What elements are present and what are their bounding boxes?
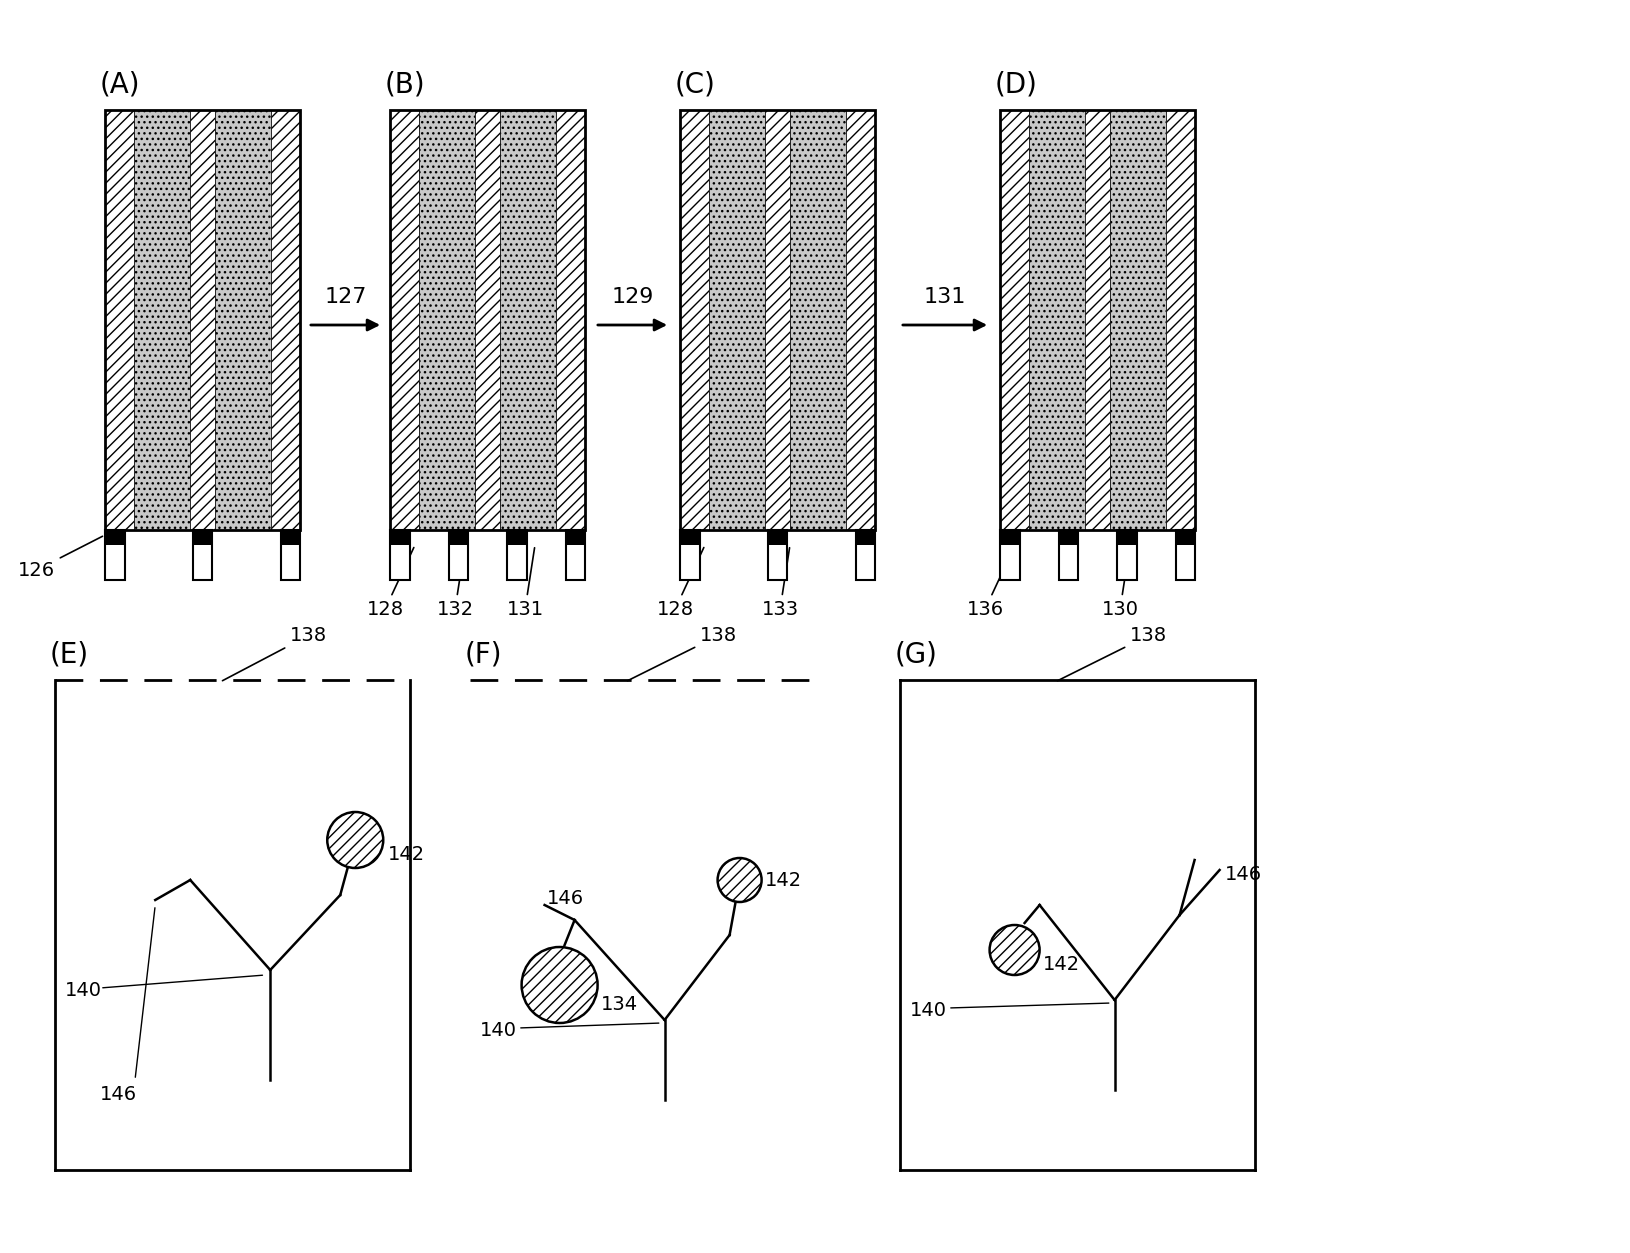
Circle shape: [989, 925, 1040, 975]
Circle shape: [328, 812, 383, 868]
Text: 134: 134: [600, 995, 637, 1015]
Bar: [566, 530, 585, 545]
Bar: [507, 530, 526, 580]
Text: 146: 146: [99, 1085, 137, 1104]
Text: 142: 142: [388, 846, 425, 865]
Circle shape: [522, 947, 598, 1022]
Bar: [448, 530, 468, 545]
Bar: [1175, 530, 1195, 580]
Text: 140: 140: [65, 981, 103, 1000]
Bar: [1117, 530, 1136, 545]
Bar: [215, 110, 271, 530]
Text: (A): (A): [99, 70, 140, 98]
Text: 131: 131: [507, 548, 543, 619]
Text: 138: 138: [628, 626, 737, 680]
Text: 140: 140: [910, 1000, 947, 1020]
Text: 138: 138: [1058, 626, 1167, 680]
Text: 129: 129: [611, 287, 654, 307]
Text: 130: 130: [1102, 548, 1138, 619]
Bar: [1029, 110, 1086, 530]
Bar: [566, 530, 585, 580]
Bar: [680, 110, 875, 530]
Text: (B): (B): [385, 70, 425, 98]
Bar: [1110, 110, 1165, 530]
Bar: [390, 530, 409, 580]
Bar: [709, 110, 764, 530]
Bar: [1058, 530, 1077, 545]
Text: (E): (E): [51, 640, 90, 668]
Bar: [1165, 110, 1195, 530]
Text: 132: 132: [437, 548, 474, 619]
Bar: [390, 110, 585, 530]
Bar: [474, 110, 500, 530]
Text: 128: 128: [367, 548, 414, 619]
Bar: [856, 530, 875, 580]
Bar: [192, 530, 212, 580]
Bar: [104, 110, 300, 530]
Text: 133: 133: [761, 548, 799, 619]
Bar: [999, 530, 1019, 580]
Text: 142: 142: [764, 871, 802, 890]
Bar: [500, 110, 556, 530]
Bar: [104, 530, 124, 545]
Text: 146: 146: [1224, 866, 1262, 885]
Text: 127: 127: [324, 287, 367, 307]
Bar: [280, 530, 300, 545]
Bar: [856, 530, 875, 545]
Bar: [448, 530, 468, 580]
Bar: [846, 110, 875, 530]
Bar: [680, 530, 699, 580]
Bar: [104, 530, 124, 580]
Bar: [680, 530, 699, 545]
Bar: [1117, 530, 1136, 580]
Bar: [764, 110, 791, 530]
Bar: [999, 110, 1029, 530]
Circle shape: [717, 858, 761, 902]
Bar: [280, 530, 300, 580]
Text: 126: 126: [18, 536, 103, 579]
Text: 136: 136: [967, 548, 1014, 619]
Bar: [1058, 530, 1077, 580]
Bar: [999, 110, 1195, 530]
Text: 131: 131: [924, 287, 967, 307]
Text: 146: 146: [546, 888, 584, 907]
Bar: [192, 530, 212, 545]
Bar: [1086, 110, 1110, 530]
Text: 140: 140: [479, 1020, 517, 1040]
Text: (G): (G): [895, 640, 937, 668]
Bar: [104, 110, 134, 530]
Bar: [680, 110, 709, 530]
Bar: [791, 110, 846, 530]
Bar: [999, 530, 1019, 545]
Text: 128: 128: [657, 548, 704, 619]
Text: (D): (D): [994, 70, 1038, 98]
Text: (C): (C): [675, 70, 716, 98]
Bar: [1175, 530, 1195, 545]
Text: 138: 138: [222, 626, 328, 680]
Bar: [507, 530, 526, 545]
Bar: [390, 530, 409, 545]
Bar: [556, 110, 585, 530]
Text: (F): (F): [465, 640, 502, 668]
Bar: [768, 530, 787, 580]
Bar: [419, 110, 474, 530]
Bar: [271, 110, 300, 530]
Bar: [189, 110, 215, 530]
Bar: [134, 110, 189, 530]
Bar: [768, 530, 787, 545]
Bar: [390, 110, 419, 530]
Text: 142: 142: [1043, 956, 1079, 975]
